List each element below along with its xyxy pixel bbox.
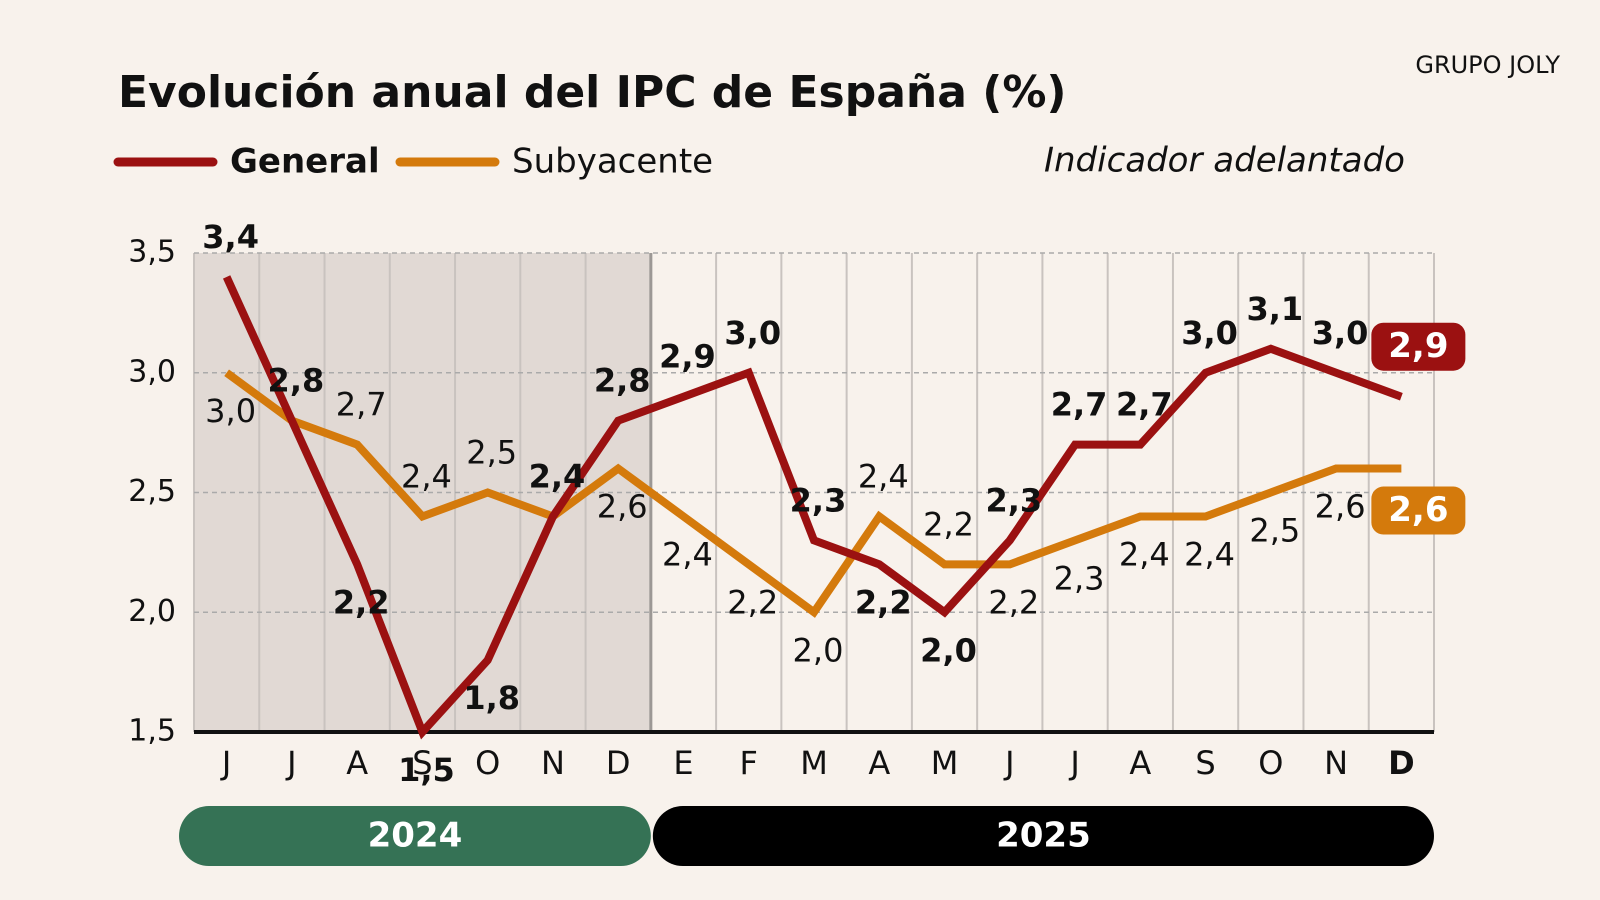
value-label: 2,2 (855, 583, 912, 621)
value-label: 2,2 (333, 583, 390, 621)
value-label: 2,8 (594, 362, 651, 400)
value-label: 2,7 (336, 386, 387, 424)
x-tick-label: J (1003, 744, 1014, 782)
x-tick-label: S (412, 744, 432, 782)
chart-title: Evolución anual del IPC de España (%) (118, 67, 1067, 118)
end-badge (1371, 322, 1466, 371)
value-label: 2,2 (923, 505, 974, 543)
source: GRUPO JOLY (1415, 51, 1560, 79)
x-tick-label: A (346, 744, 368, 782)
x-tick-label: J (220, 744, 231, 782)
value-label: 2,0 (793, 631, 844, 669)
y-tick-label: 2,0 (128, 594, 176, 629)
value-label: 2,5 (1249, 512, 1300, 550)
x-tick-label: M (800, 744, 828, 782)
y-tick-label: 1,5 (128, 714, 176, 749)
end-label: 2,6 (1388, 490, 1448, 530)
value-label: 2,9 (659, 338, 716, 376)
series-line (222, 275, 1403, 740)
value-label: 2,4 (1184, 535, 1235, 573)
value-label: 2,3 (790, 481, 847, 519)
x-tick-label: M (931, 744, 959, 782)
x-tick-label: N (1324, 744, 1348, 782)
value-label: 2,4 (1119, 535, 1170, 573)
value-label: 2,4 (662, 535, 713, 573)
value-label: 2,6 (597, 488, 648, 526)
x-tick-label: N (541, 744, 565, 782)
year-label: 2025 (996, 816, 1091, 856)
value-label: 3,4 (202, 218, 259, 256)
value-label: 1,8 (463, 679, 520, 717)
value-label: 2,8 (268, 362, 325, 400)
value-label: 2,3 (985, 481, 1042, 519)
value-label: 3,0 (1181, 314, 1238, 352)
end-label: 2,9 (1388, 326, 1448, 366)
x-tick-label: D (1388, 744, 1415, 782)
year-label: 2024 (368, 816, 463, 856)
x-tick-label: D (606, 744, 631, 782)
year-bar (179, 806, 651, 866)
value-label: 2,2 (727, 583, 778, 621)
value-label: 3,0 (724, 314, 781, 352)
end-badge (1371, 486, 1466, 535)
legend-label: General (230, 142, 380, 182)
y-tick-label: 3,5 (128, 235, 176, 270)
year-bar (652, 806, 1434, 866)
y-tick-label: 2,5 (128, 474, 176, 509)
value-label: 2,6 (1315, 488, 1366, 526)
value-label: 2,3 (1054, 559, 1105, 597)
value-label: 2,4 (529, 457, 586, 495)
value-label: 2,4 (401, 457, 452, 495)
value-label: 3,0 (205, 392, 256, 430)
y-tick-label: 3,0 (128, 354, 176, 389)
value-label: 1,5 (398, 751, 455, 789)
value-label: 2,0 (920, 631, 977, 669)
value-label: 2,7 (1051, 386, 1108, 424)
x-tick-label: A (1129, 744, 1151, 782)
x-tick-label: O (1258, 744, 1283, 782)
note: Indicador adelantado (1044, 141, 1405, 181)
value-label: 2,5 (466, 434, 517, 472)
x-tick-label: S (1195, 744, 1215, 782)
value-label: 2,7 (1116, 386, 1173, 424)
value-label: 3,0 (1312, 314, 1369, 352)
x-tick-label: J (285, 744, 296, 782)
value-label: 3,1 (1246, 290, 1303, 328)
x-tick-label: O (475, 744, 500, 782)
series-line (224, 369, 1402, 618)
x-tick-label: J (1068, 744, 1079, 782)
value-label: 2,2 (988, 583, 1039, 621)
x-tick-label: E (673, 744, 693, 782)
x-tick-label: F (740, 744, 758, 782)
legend-label: Subyacente (512, 142, 713, 182)
x-tick-label: A (868, 744, 890, 782)
value-label: 2,4 (858, 457, 909, 495)
